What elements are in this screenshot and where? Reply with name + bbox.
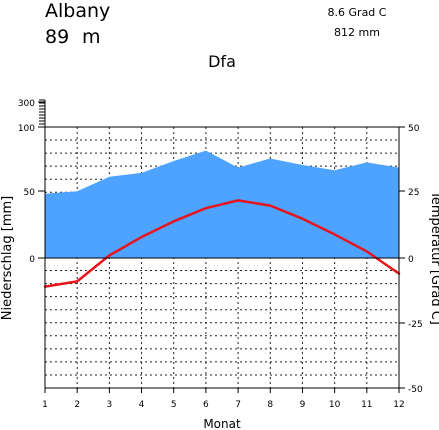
temperature-line xyxy=(43,199,401,288)
mean-temperature-text: 8.6 Grad C xyxy=(328,6,387,19)
x-axis-label: Monat xyxy=(203,417,241,430)
right-tick-label: 25 xyxy=(408,188,419,198)
left-axis-label: Niederschlag [mm] xyxy=(0,196,15,321)
left-tick-label: 100 xyxy=(18,124,35,134)
right-tick-label: 0 xyxy=(408,255,414,265)
x-tick-label: 7 xyxy=(235,400,241,410)
annual-precipitation-text: 812 mm xyxy=(334,26,380,39)
x-tick-label: 9 xyxy=(300,400,306,410)
right-axis-label: Temperatur [Grad C] xyxy=(428,190,439,325)
x-tick-label: 11 xyxy=(361,400,372,410)
left-tick-label: 300 xyxy=(18,99,35,109)
right-tick-label: 50 xyxy=(408,124,420,134)
x-tick-label: 6 xyxy=(203,400,209,410)
climate-class: Dfa xyxy=(208,52,236,71)
x-tick-label: 10 xyxy=(329,400,341,410)
station-elevation-unit: m xyxy=(82,26,101,48)
left-tick-label: 0 xyxy=(29,255,35,265)
temperature-line-layer xyxy=(43,199,401,288)
left-tick-label: 50 xyxy=(24,188,36,198)
x-tick-label: 4 xyxy=(139,400,145,410)
right-tick-label: -25 xyxy=(408,320,423,330)
x-tick-label: 8 xyxy=(267,400,273,410)
x-tick-label: 5 xyxy=(171,400,177,410)
right-tick-label: -50 xyxy=(408,385,423,395)
x-tick-label: 1 xyxy=(42,400,48,410)
station-name: Albany xyxy=(45,0,110,22)
x-tick-label: 2 xyxy=(74,400,80,410)
x-tick-label: 3 xyxy=(106,400,112,410)
x-tick-label: 12 xyxy=(393,400,404,410)
station-elevation: 89 xyxy=(45,26,69,48)
